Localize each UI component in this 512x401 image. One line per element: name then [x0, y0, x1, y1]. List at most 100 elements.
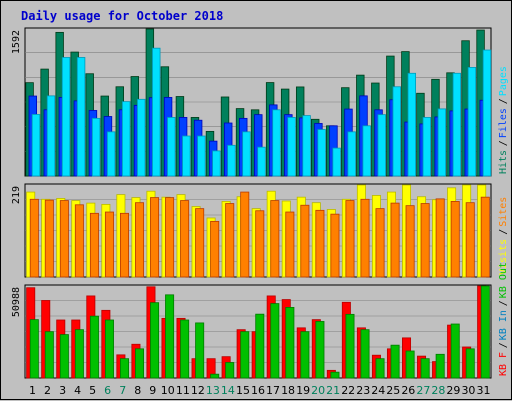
bar-sites-day-26 — [405, 205, 415, 278]
bar-sites-day-6 — [104, 211, 114, 278]
bar-pages-day-21 — [332, 147, 341, 177]
bar-sites-day-15 — [240, 191, 250, 278]
legend-separator: / — [498, 140, 509, 146]
legend-files: Files — [498, 108, 509, 138]
bar-pages-day-16 — [257, 146, 266, 177]
x-tick-label-day-19: 19 — [296, 384, 310, 397]
bar-sites-day-31 — [480, 196, 490, 278]
bar-sites-day-28 — [435, 198, 445, 278]
panel-top-ymax-label: 1592 — [11, 30, 22, 54]
bar-kb-out-day-10 — [165, 294, 175, 379]
bar-pages-day-10 — [167, 117, 176, 177]
legend-kb-out: KB Out — [498, 262, 509, 298]
bar-kb-out-day-22 — [345, 313, 355, 379]
bar-pages-day-26 — [407, 72, 417, 177]
x-tick-label-day-18: 18 — [281, 384, 295, 397]
bar-sites-day-20 — [315, 209, 325, 278]
x-tick-label-day-29: 29 — [446, 384, 460, 397]
legend-hits: Hits — [498, 150, 509, 174]
legend-separator: / — [498, 229, 509, 235]
bar-pages-day-5 — [91, 117, 101, 177]
bar-pages-day-19 — [302, 115, 311, 177]
bar-kb-out-day-18 — [285, 307, 295, 379]
x-tick-label-day-14: 14 — [221, 384, 235, 397]
bar-kb-out-day-9 — [150, 302, 160, 379]
legend-separator: / — [498, 98, 509, 104]
bar-pages-day-13 — [212, 150, 221, 177]
bar-sites-day-23 — [360, 198, 370, 278]
bar-kb-out-day-21 — [330, 371, 340, 379]
bar-kb-out-day-12 — [195, 322, 205, 379]
bar-kb-out-day-28 — [435, 353, 445, 379]
bar-sites-day-14 — [225, 203, 235, 278]
bar-pages-day-3 — [61, 57, 71, 177]
legend-visits: Visits — [498, 239, 509, 275]
bar-pages-day-28 — [437, 108, 447, 177]
x-tick-label-day-23: 23 — [356, 384, 370, 397]
bar-sites-day-30 — [465, 202, 475, 278]
bar-sites-day-2 — [44, 199, 54, 278]
bar-sites-day-18 — [285, 211, 295, 278]
bar-kb-out-day-24 — [375, 358, 385, 379]
x-tick-label-day-27: 27 — [416, 384, 430, 397]
x-tick-label-day-5: 5 — [89, 384, 96, 397]
bar-pages-day-4 — [76, 57, 86, 177]
bar-kb-out-day-15 — [240, 331, 250, 379]
x-tick-label-day-30: 30 — [461, 384, 475, 397]
bar-pages-day-2 — [46, 95, 56, 177]
bar-pages-day-25 — [392, 86, 401, 177]
bar-pages-day-9 — [152, 47, 161, 177]
bar-pages-day-30 — [467, 67, 477, 177]
bar-kb-out-day-1 — [29, 319, 39, 379]
bar-sites-day-5 — [89, 212, 99, 278]
legend-separator: / — [498, 342, 509, 348]
panel-bottom-ymax-label: 50988 — [11, 287, 22, 317]
bar-kb-out-day-3 — [59, 334, 69, 379]
x-tick-label-day-8: 8 — [134, 384, 141, 397]
x-tick-label-day-12: 12 — [191, 384, 205, 397]
bar-sites-day-8 — [135, 202, 145, 278]
bar-kb-out-day-14 — [225, 362, 235, 379]
bar-sites-day-12 — [195, 208, 205, 278]
x-tick-label-day-9: 9 — [149, 384, 156, 397]
bar-kb-out-day-5 — [89, 315, 99, 379]
bar-pages-day-23 — [362, 125, 371, 177]
bar-kb-out-day-26 — [405, 350, 415, 379]
bar-pages-day-18 — [287, 117, 296, 177]
panel-middle-ymax-label: 219 — [11, 186, 22, 204]
x-tick-label-day-1: 1 — [29, 384, 36, 397]
bar-pages-day-14 — [227, 144, 236, 177]
legend-pages: Pages — [498, 66, 509, 96]
x-tick-label-day-20: 20 — [311, 384, 325, 397]
bar-sites-day-4 — [74, 204, 84, 278]
bar-kb-out-day-7 — [119, 358, 129, 379]
bar-kb-out-day-4 — [74, 329, 84, 379]
bar-sites-day-19 — [300, 204, 310, 278]
legend-kb-in: KB In — [498, 310, 509, 340]
x-tick-label-day-2: 2 — [44, 384, 51, 397]
bar-pages-day-11 — [182, 135, 191, 177]
bar-sites-day-16 — [255, 210, 265, 278]
bar-sites-day-24 — [375, 208, 385, 278]
bar-pages-day-6 — [106, 131, 116, 177]
bar-kb-out-day-25 — [390, 344, 400, 379]
bar-sites-day-9 — [150, 197, 160, 278]
bar-kb-out-day-30 — [465, 348, 475, 379]
bar-sites-day-25 — [390, 202, 400, 278]
bar-sites-day-10 — [165, 197, 175, 278]
bar-kb-out-day-20 — [315, 321, 325, 379]
bar-pages-day-17 — [272, 109, 281, 177]
x-tick-label-day-26: 26 — [401, 384, 415, 397]
bar-sites-day-11 — [180, 200, 190, 278]
bar-pages-day-29 — [452, 72, 462, 177]
bar-pages-day-1 — [31, 114, 41, 177]
bar-pages-day-15 — [242, 131, 251, 177]
x-tick-label-day-21: 21 — [326, 384, 340, 397]
bar-pages-day-24 — [377, 114, 386, 177]
x-tick-label-day-22: 22 — [341, 384, 355, 397]
bar-sites-day-21 — [330, 213, 340, 278]
bar-pages-day-8 — [137, 98, 146, 177]
bar-kb-out-day-29 — [450, 323, 460, 379]
